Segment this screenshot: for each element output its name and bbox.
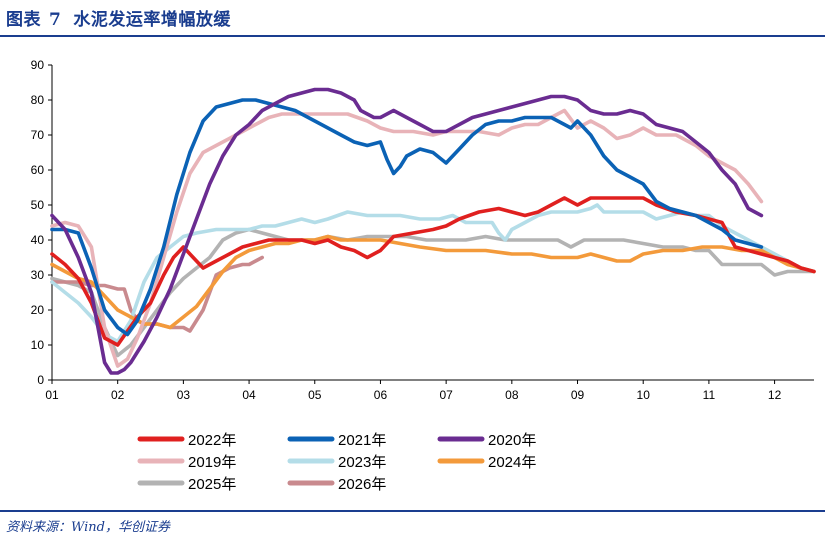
y-tick-label: 50 [31, 198, 45, 212]
y-tick-label: 0 [37, 373, 44, 387]
footer-rule [0, 510, 825, 512]
x-tick-label: 04 [242, 388, 256, 402]
source-note: 资料来源：Wind，华创证券 [6, 520, 170, 535]
y-tick-label: 10 [31, 338, 45, 352]
x-tick-label: 07 [439, 388, 453, 402]
series-line [50, 234, 816, 330]
x-tick-label: 12 [768, 388, 782, 402]
y-tick-label: 90 [31, 58, 45, 72]
x-tick-label: 02 [111, 388, 125, 402]
legend-label: 2024年 [488, 454, 536, 471]
title-rule [0, 35, 825, 37]
legend-label: 2025年 [188, 476, 236, 493]
series-line [50, 87, 764, 375]
x-tick-label: 10 [637, 388, 651, 402]
y-tick-label: 80 [31, 93, 45, 107]
legend-label: 2021年 [338, 432, 386, 449]
figure-label: 图表 [6, 10, 41, 30]
figure-title: 水泥发运率增幅放缓 [73, 10, 231, 30]
y-tick-label: 40 [31, 233, 45, 247]
legend-label: 2026年 [338, 476, 386, 493]
x-tick-label: 05 [308, 388, 322, 402]
x-tick-label: 11 [703, 388, 716, 402]
x-tick-label: 09 [571, 388, 585, 402]
series-line [50, 108, 764, 368]
line-chart: 0 10 20 30 40 50 60 70 80 90 01 02 03 04 05 06 07 08 09 10 1… [31, 58, 816, 493]
legend-label: 2023年 [338, 454, 386, 471]
legend-label: 2022年 [188, 432, 236, 449]
x-tick-label: 01 [45, 388, 59, 402]
legend-label: 2020年 [488, 432, 536, 449]
chart-title: 图表 7 水泥发运率增幅放缓 [6, 5, 231, 30]
y-tick-label: 60 [31, 163, 45, 177]
series-line [50, 98, 764, 337]
y-tick-label: 30 [31, 268, 45, 282]
x-tick-label: 03 [177, 388, 191, 402]
x-tick-label: 08 [505, 388, 519, 402]
legend-label: 2019年 [188, 454, 236, 471]
y-tick-label: 70 [31, 128, 45, 142]
figure-number: 7 [49, 10, 62, 30]
y-tick-label: 20 [31, 303, 45, 317]
x-tick-label: 06 [374, 388, 388, 402]
